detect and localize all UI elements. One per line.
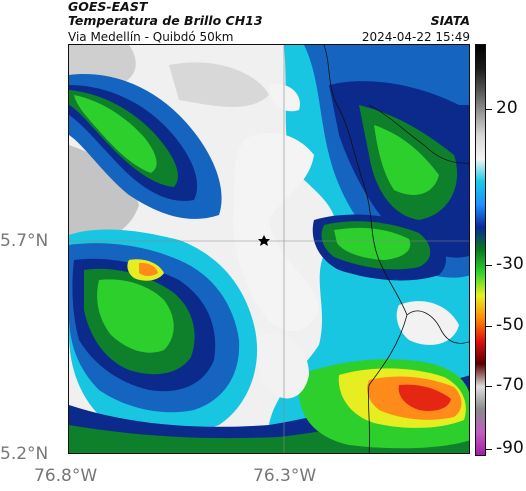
orange-region [139,262,158,276]
colorbar-tick [486,386,492,387]
colorbar-tick [486,265,492,266]
colorbar-tick-label: -30 [496,254,524,274]
green-region [374,125,439,195]
colorbar-tick-label: 20 [496,98,518,118]
latitude-label: 5.7°N [0,231,49,251]
colorbar-tick-label: -70 [496,375,524,395]
gray-patch [169,62,269,107]
green-region [97,279,174,353]
boundary-line [368,104,469,164]
colorbar-tick [486,449,492,450]
clear-region [233,132,319,332]
product-title: Temperatura de Brillo CH13 [68,13,263,28]
boundary-line [323,45,408,453]
colorbar-tick [486,109,492,110]
gray-patch [69,145,139,245]
clear-region [269,84,300,112]
temperature-colorbar [475,44,486,456]
timestamp-label: 2024-04-22 15:49 [361,30,470,44]
region-subtitle: Via Medellín - Quibdó 50km [68,30,234,44]
colorbar-tick-label: -50 [496,315,524,335]
colorbar-tick-label: -90 [496,438,524,458]
longitude-label: 76.3°W [253,466,317,486]
latitude-label: 5.2°N [0,444,49,464]
clear-region [257,334,309,399]
star-icon [258,235,270,246]
green-region [334,227,411,260]
satellite-map[interactable] [68,44,470,454]
satellite-title: GOES-EAST [68,0,148,14]
green-region [74,95,157,173]
red-region [398,384,451,411]
longitude-label: 76.8°W [34,466,98,486]
brightness-temperature-field [69,45,469,453]
source-label: SIATA [430,13,470,28]
boundary-line [406,310,469,344]
colorbar-tick [486,326,492,327]
